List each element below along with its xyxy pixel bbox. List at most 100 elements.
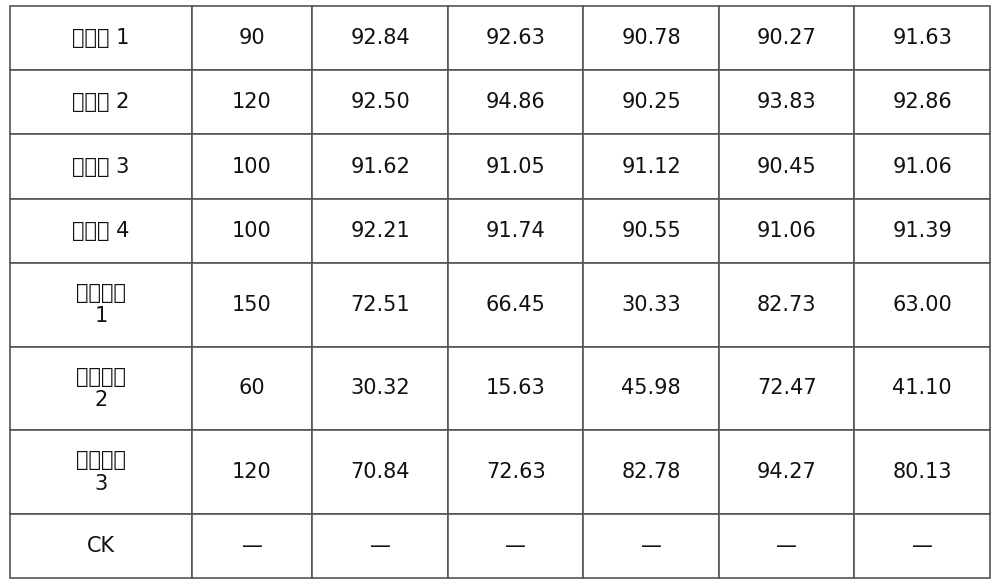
Text: 60: 60 — [239, 378, 265, 398]
Bar — [854, 199, 990, 263]
Bar — [192, 70, 312, 134]
Text: 30.33: 30.33 — [621, 295, 681, 315]
Text: 15.63: 15.63 — [486, 378, 546, 398]
Bar — [192, 347, 312, 430]
Text: 82.78: 82.78 — [622, 462, 681, 482]
Text: 92.21: 92.21 — [350, 221, 410, 241]
Text: 92.63: 92.63 — [486, 28, 546, 48]
Bar — [448, 134, 583, 199]
Text: 90.25: 90.25 — [621, 92, 681, 112]
Text: 100: 100 — [232, 221, 272, 241]
Bar — [448, 70, 583, 134]
Bar — [448, 263, 583, 347]
Text: —: — — [912, 536, 933, 556]
Text: 45.98: 45.98 — [621, 378, 681, 398]
Bar — [719, 6, 854, 70]
Text: 90.78: 90.78 — [621, 28, 681, 48]
Bar — [10, 347, 192, 430]
Text: 82.73: 82.73 — [757, 295, 816, 315]
Text: 对照药剂
2: 对照药剂 2 — [76, 367, 126, 410]
Text: 对照药剂
3: 对照药剂 3 — [76, 450, 126, 493]
Bar — [192, 514, 312, 578]
Bar — [583, 347, 719, 430]
Bar — [448, 347, 583, 430]
Text: 92.84: 92.84 — [350, 28, 410, 48]
Bar — [312, 6, 448, 70]
Text: 对照药剂
1: 对照药剂 1 — [76, 283, 126, 326]
Text: 92.50: 92.50 — [350, 92, 410, 112]
Text: 实施例 3: 实施例 3 — [72, 157, 130, 176]
Text: 91.12: 91.12 — [621, 157, 681, 176]
Bar — [10, 6, 192, 70]
Bar — [312, 514, 448, 578]
Text: 实施例 4: 实施例 4 — [72, 221, 130, 241]
Bar — [719, 430, 854, 514]
Text: 90.45: 90.45 — [757, 157, 817, 176]
Text: —: — — [505, 536, 526, 556]
Bar — [854, 514, 990, 578]
Bar — [448, 6, 583, 70]
Bar — [854, 6, 990, 70]
Text: 92.86: 92.86 — [892, 92, 952, 112]
Bar — [312, 70, 448, 134]
Text: 70.84: 70.84 — [350, 462, 410, 482]
Text: —: — — [641, 536, 662, 556]
Bar — [583, 199, 719, 263]
Bar — [719, 514, 854, 578]
Bar — [192, 430, 312, 514]
Text: 实施例 1: 实施例 1 — [72, 28, 130, 48]
Bar — [854, 347, 990, 430]
Bar — [719, 134, 854, 199]
Bar — [448, 199, 583, 263]
Text: 94.86: 94.86 — [486, 92, 546, 112]
Bar — [312, 347, 448, 430]
Bar — [312, 430, 448, 514]
Bar — [312, 263, 448, 347]
Bar — [719, 70, 854, 134]
Text: 100: 100 — [232, 157, 272, 176]
Text: —: — — [776, 536, 797, 556]
Text: 93.83: 93.83 — [757, 92, 817, 112]
Text: 91.05: 91.05 — [486, 157, 546, 176]
Bar — [854, 263, 990, 347]
Bar — [583, 514, 719, 578]
Bar — [854, 70, 990, 134]
Bar — [10, 134, 192, 199]
Bar — [10, 70, 192, 134]
Bar — [583, 6, 719, 70]
Text: 91.62: 91.62 — [350, 157, 410, 176]
Bar — [10, 514, 192, 578]
Text: 91.74: 91.74 — [486, 221, 546, 241]
Text: 90: 90 — [239, 28, 265, 48]
Text: —: — — [242, 536, 262, 556]
Text: 94.27: 94.27 — [757, 462, 817, 482]
Bar — [583, 134, 719, 199]
Text: 72.51: 72.51 — [350, 295, 410, 315]
Text: 41.10: 41.10 — [892, 378, 952, 398]
Text: 66.45: 66.45 — [486, 295, 546, 315]
Text: 120: 120 — [232, 92, 272, 112]
Text: 72.63: 72.63 — [486, 462, 546, 482]
Text: 150: 150 — [232, 295, 272, 315]
Bar — [448, 514, 583, 578]
Bar — [854, 134, 990, 199]
Bar — [719, 263, 854, 347]
Text: CK: CK — [87, 536, 115, 556]
Text: 实施例 2: 实施例 2 — [72, 92, 130, 112]
Text: 90.27: 90.27 — [757, 28, 817, 48]
Bar — [10, 199, 192, 263]
Bar — [192, 263, 312, 347]
Bar — [719, 347, 854, 430]
Bar — [583, 263, 719, 347]
Text: 91.06: 91.06 — [757, 221, 817, 241]
Text: 120: 120 — [232, 462, 272, 482]
Bar — [192, 6, 312, 70]
Text: —: — — [370, 536, 391, 556]
Text: 72.47: 72.47 — [757, 378, 817, 398]
Bar — [719, 199, 854, 263]
Text: 91.06: 91.06 — [892, 157, 952, 176]
Bar — [854, 430, 990, 514]
Text: 80.13: 80.13 — [892, 462, 952, 482]
Bar — [583, 430, 719, 514]
Bar — [312, 134, 448, 199]
